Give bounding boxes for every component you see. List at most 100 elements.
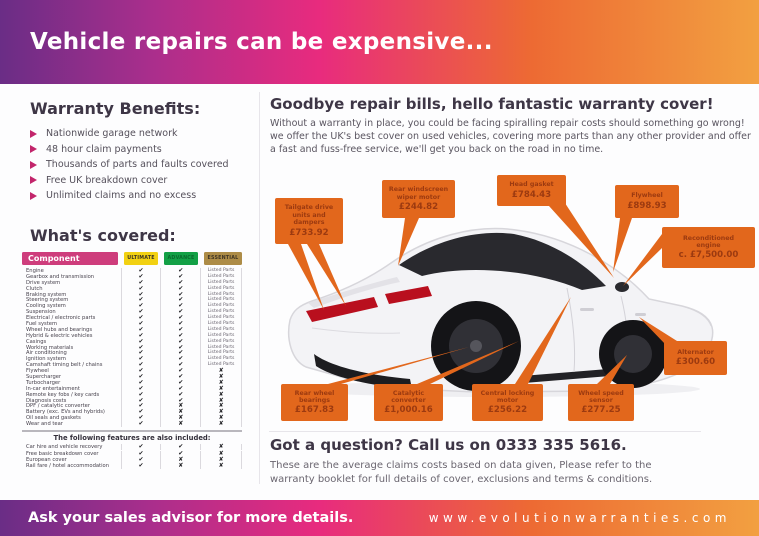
coverage-mark: ✘ [200,409,242,416]
coverage-mark: Listed Parts [200,326,242,333]
coverage-mark: Listed Parts [200,315,242,322]
coverage-mark: ✔ [160,338,200,345]
coverage-mark: ✔ [160,326,200,333]
coverage-mark: Listed Parts [200,344,242,351]
coverage-mark: ✔ [120,279,161,286]
table-row: Camshaft timing belt / chains ✔ ✔ Listed Pa… [22,362,242,369]
coverage-mark: ✔ [120,421,161,428]
coverage-mark: ✔ [120,350,161,357]
component-name: Ignition system [26,356,66,363]
table-row: Cooling system ✔ ✔ Listed Parts [22,303,242,310]
table-row: Remote key fobs / key cards ✔ ✔ ✘ [22,391,242,398]
coverage-mark: ✔ [160,273,200,280]
features-heading: The following features are also included… [22,430,242,442]
coverage-mark: ✔ [120,373,161,380]
callout-head-gasket: Head gasket £784.43 [497,175,566,206]
table-row: In-car entertainment ✔ ✔ ✘ [22,385,242,392]
callout-price: £733.92 [289,227,329,238]
website-url: www.evolutionwarranties.com [428,511,731,525]
car-figure: Tailgate drive units and dampers £733.92… [270,170,759,430]
callout-price: £244.82 [398,201,439,212]
coverage-mark: ✔ [120,344,161,351]
table-row: Oil seals and gaskets ✔ ✘ ✘ [22,415,242,422]
table-row: Battery (exc. EVs and hybrids) ✔ ✘ ✘ [22,409,242,416]
component-name: Hybrid & electric vehicles [26,332,93,339]
component-name: European cover [26,457,67,464]
column-header-essential: ESSENTIAL [204,252,242,265]
page-title: Vehicle repairs can be expensive... [30,29,493,55]
chevron-right-icon [30,160,37,169]
component-name: Engine [26,267,44,274]
table-row: Suspension ✔ ✔ Listed Parts [22,309,242,316]
callout-label: Flywheel [631,192,663,200]
coverage-mark: ✔ [160,309,200,316]
coverage-table-body: Engine ✔ ✔ Listed Parts Gearbox and transmis… [22,267,242,428]
callout-leader-lines [288,200,677,384]
intro-heading: Goodbye repair bills, hello fantastic wa… [270,95,714,113]
column-divider [259,92,260,484]
component-name: Oil seals and gaskets [26,415,81,422]
callout-label: Reconditioned engine [682,234,735,249]
coverage-mark: ✔ [120,385,161,392]
coverage-mark: ✘ [160,421,200,428]
table-row: Car hire and vehicle recovery ✔ ✔ ✘ [22,444,242,451]
table-row: Casings ✔ ✔ Listed Parts [22,338,242,345]
coverage-mark: Listed Parts [200,362,242,369]
benefit-label: Nationwide garage network [46,128,178,139]
coverage-mark: ✔ [160,379,200,386]
callout-reconditioned-engine: Reconditioned engine c. £7,500.00 [662,227,755,268]
coverage-mark: ✔ [120,332,161,339]
table-row: Rail fare / hotel accommodation ✔ ✘ ✘ [22,463,242,470]
coverage-mark: ✘ [200,457,242,464]
callout-flywheel: Flywheel £898.93 [615,185,679,218]
coverage-mark: ✔ [160,332,200,339]
table-row: Flywheel ✔ ✔ ✘ [22,368,242,375]
coverage-mark: Listed Parts [200,297,242,304]
coverage-mark: ✔ [120,320,161,327]
callout-label: Rear windscreen wiper motor [388,186,449,201]
coverage-table-header: Component ULTIMATE ADVANCE ESSENTIAL [22,252,242,265]
coverage-mark: ✔ [160,267,200,274]
coverage-mark: ✔ [160,368,200,375]
component-name: Turbocharger [26,379,61,386]
callout-alternator: Alternator £300.60 [664,341,727,375]
callout-label: Rear wheel bearings [294,389,335,404]
callout-price: £784.43 [511,189,552,200]
coverage-mark: ✔ [160,344,200,351]
coverage-mark: ✔ [120,444,161,451]
coverage-mark: Listed Parts [200,285,242,292]
benefit-item: 48 hour claim payments [30,144,229,155]
component-name: In-car entertainment [26,385,80,392]
coverage-mark: ✔ [120,315,161,322]
coverage-mark: ✘ [200,421,242,428]
footer-cta: Ask your sales advisor for more details. [28,510,354,526]
benefit-item: Thousands of parts and faults covered [30,159,229,170]
chevron-right-icon [30,176,37,184]
coverage-mark: Listed Parts [200,320,242,327]
callout-label: Catalytic converter [391,389,426,404]
coverage-mark: Listed Parts [200,273,242,280]
component-name: Rail fare / hotel accommodation [26,463,109,470]
coverage-mark: Listed Parts [200,332,242,339]
coverage-mark: ✔ [120,273,161,280]
coverage-mark: ✔ [160,303,200,310]
benefit-label: Free UK breakdown cover [46,174,168,186]
component-name: Battery (exc. EVs and hybrids) [26,409,105,416]
coverage-mark: ✔ [160,285,200,292]
component-name: Cooling system [26,303,66,310]
callout-label: Head gasket [509,181,554,189]
component-name: Wheel hubs and bearings [26,326,93,333]
coverage-mark: ✘ [160,463,200,470]
coverage-mark: ✘ [200,415,242,422]
chevron-right-icon [30,129,37,138]
coverage-mark: Listed Parts [200,309,242,316]
coverage-mark: ✔ [160,291,200,298]
coverage-mark: ✔ [120,285,161,292]
coverage-mark: ✘ [200,403,242,410]
component-name: Diagnosis costs [26,397,67,404]
benefits-heading: Warranty Benefits: [30,99,201,118]
coverage-mark: ✔ [120,379,161,386]
coverage-mark: ✘ [160,457,200,464]
coverage-mark: ✔ [120,267,161,274]
coverage-mark: ✘ [200,379,242,386]
